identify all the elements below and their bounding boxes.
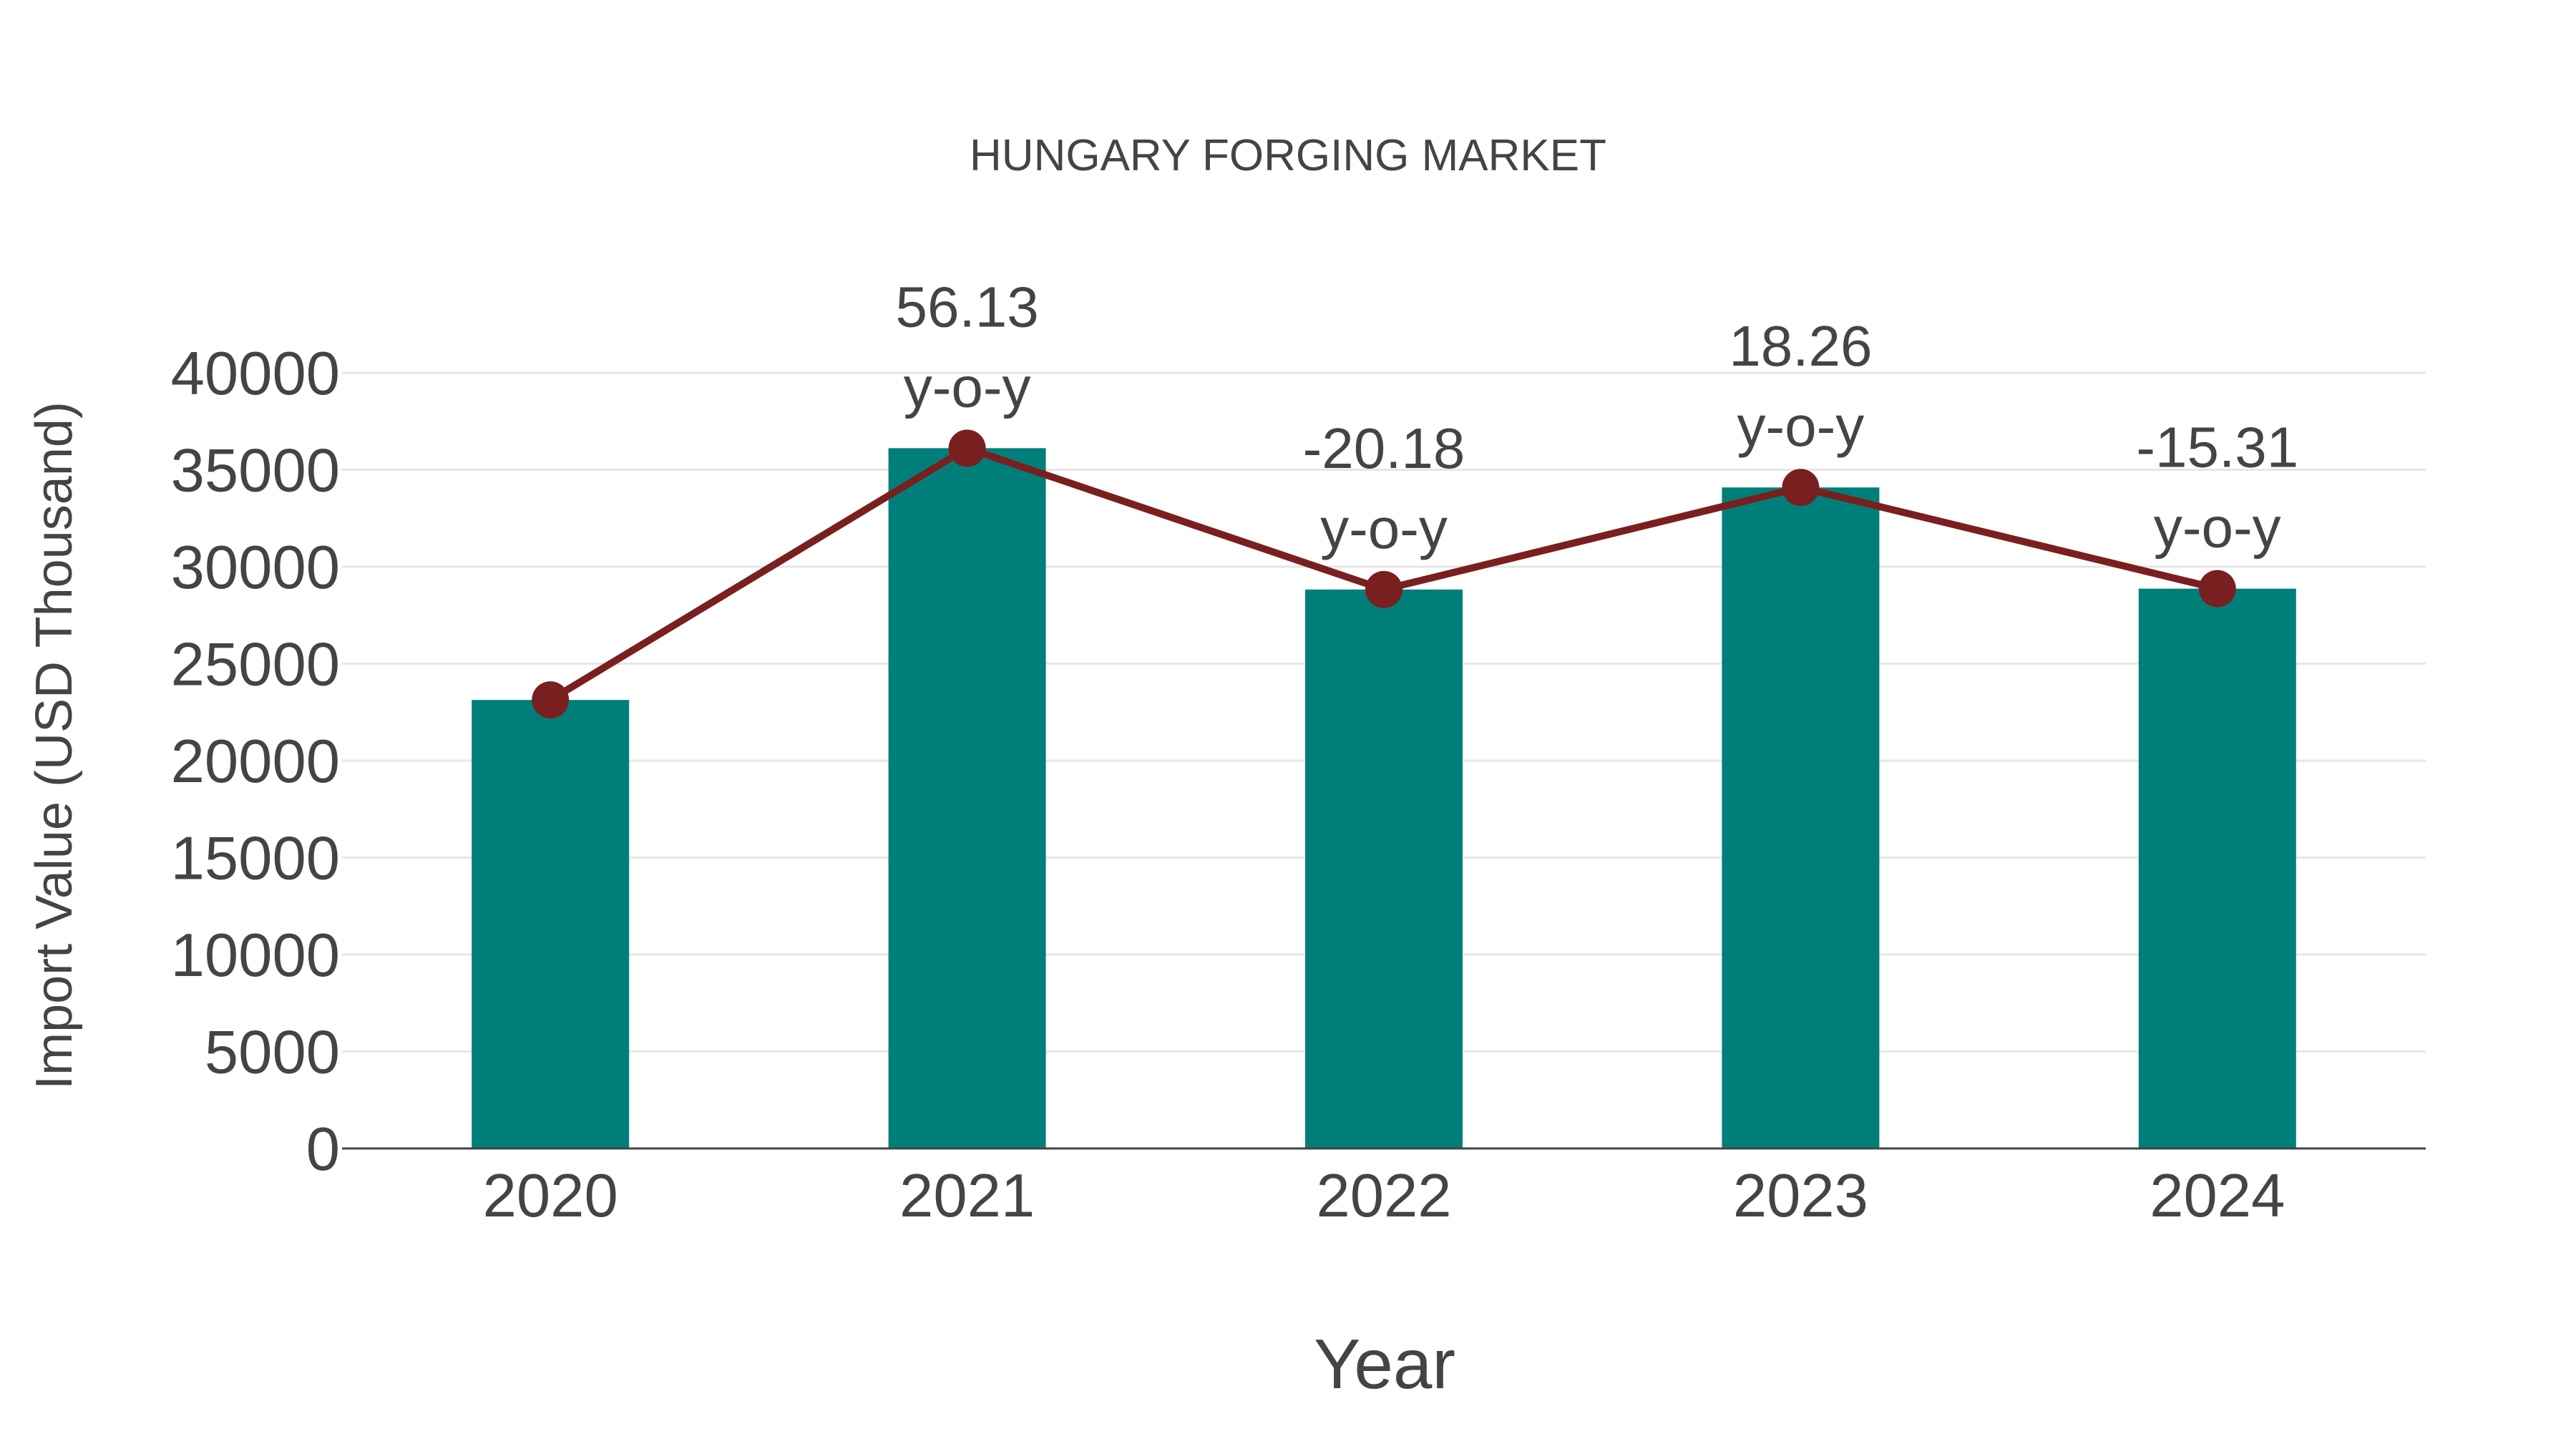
y-axis-label: Import Value (USD Thousand) xyxy=(26,401,83,1090)
y-tick-label: 5000 xyxy=(205,1019,340,1087)
y-tick-label: 40000 xyxy=(171,340,340,408)
bar-2021 xyxy=(888,448,1046,1148)
yoy-value: -20.18 xyxy=(1303,416,1465,480)
yoy-label: y-o-y xyxy=(904,355,1031,419)
bars xyxy=(472,448,2296,1148)
y-tick-label: 25000 xyxy=(171,631,340,699)
y-tick-label: 10000 xyxy=(171,922,340,990)
x-axis-ticks: 2020 2021 2022 2023 2024 xyxy=(483,1162,2285,1230)
y-tick-label: 30000 xyxy=(171,534,340,602)
trend-marker xyxy=(2198,570,2236,608)
trend-marker xyxy=(532,681,570,719)
y-tick-label: 0 xyxy=(306,1116,340,1184)
y-tick-label: 20000 xyxy=(171,728,340,796)
bar-2023 xyxy=(1722,487,1880,1148)
trend-marker xyxy=(1365,570,1402,608)
yoy-value: 56.13 xyxy=(895,275,1038,338)
y-axis-ticks: 0 5000 10000 15000 20000 25000 30000 35000 40000 xyxy=(171,340,340,1184)
x-tick-label: 2023 xyxy=(1733,1162,1868,1230)
bar-2020 xyxy=(472,700,630,1148)
x-tick-label: 2024 xyxy=(2150,1162,2285,1230)
chart-title: HUNGARY FORGING MARKET xyxy=(970,131,1606,180)
bar-2024 xyxy=(2138,588,2296,1148)
yoy-label: y-o-y xyxy=(1737,394,1865,458)
yoy-annotations: 56.13 y-o-y -20.18 y-o-y 18.26 y-o-y -15.31 y-o… xyxy=(895,275,2298,560)
trend-line xyxy=(532,429,2236,719)
trend-marker xyxy=(948,429,986,467)
x-tick-label: 2020 xyxy=(483,1162,618,1230)
trend-marker xyxy=(1782,469,1820,507)
yoy-value: -15.31 xyxy=(2136,416,2298,479)
yoy-label: y-o-y xyxy=(2154,496,2281,560)
x-axis-label: Year xyxy=(1314,1324,1455,1403)
x-tick-label: 2021 xyxy=(899,1162,1035,1230)
y-tick-label: 15000 xyxy=(171,825,340,893)
x-tick-label: 2022 xyxy=(1316,1162,1451,1230)
bar-2022 xyxy=(1305,589,1463,1148)
y-tick-label: 35000 xyxy=(171,437,340,505)
yoy-value: 18.26 xyxy=(1729,314,1872,378)
yoy-label: y-o-y xyxy=(1320,497,1448,560)
